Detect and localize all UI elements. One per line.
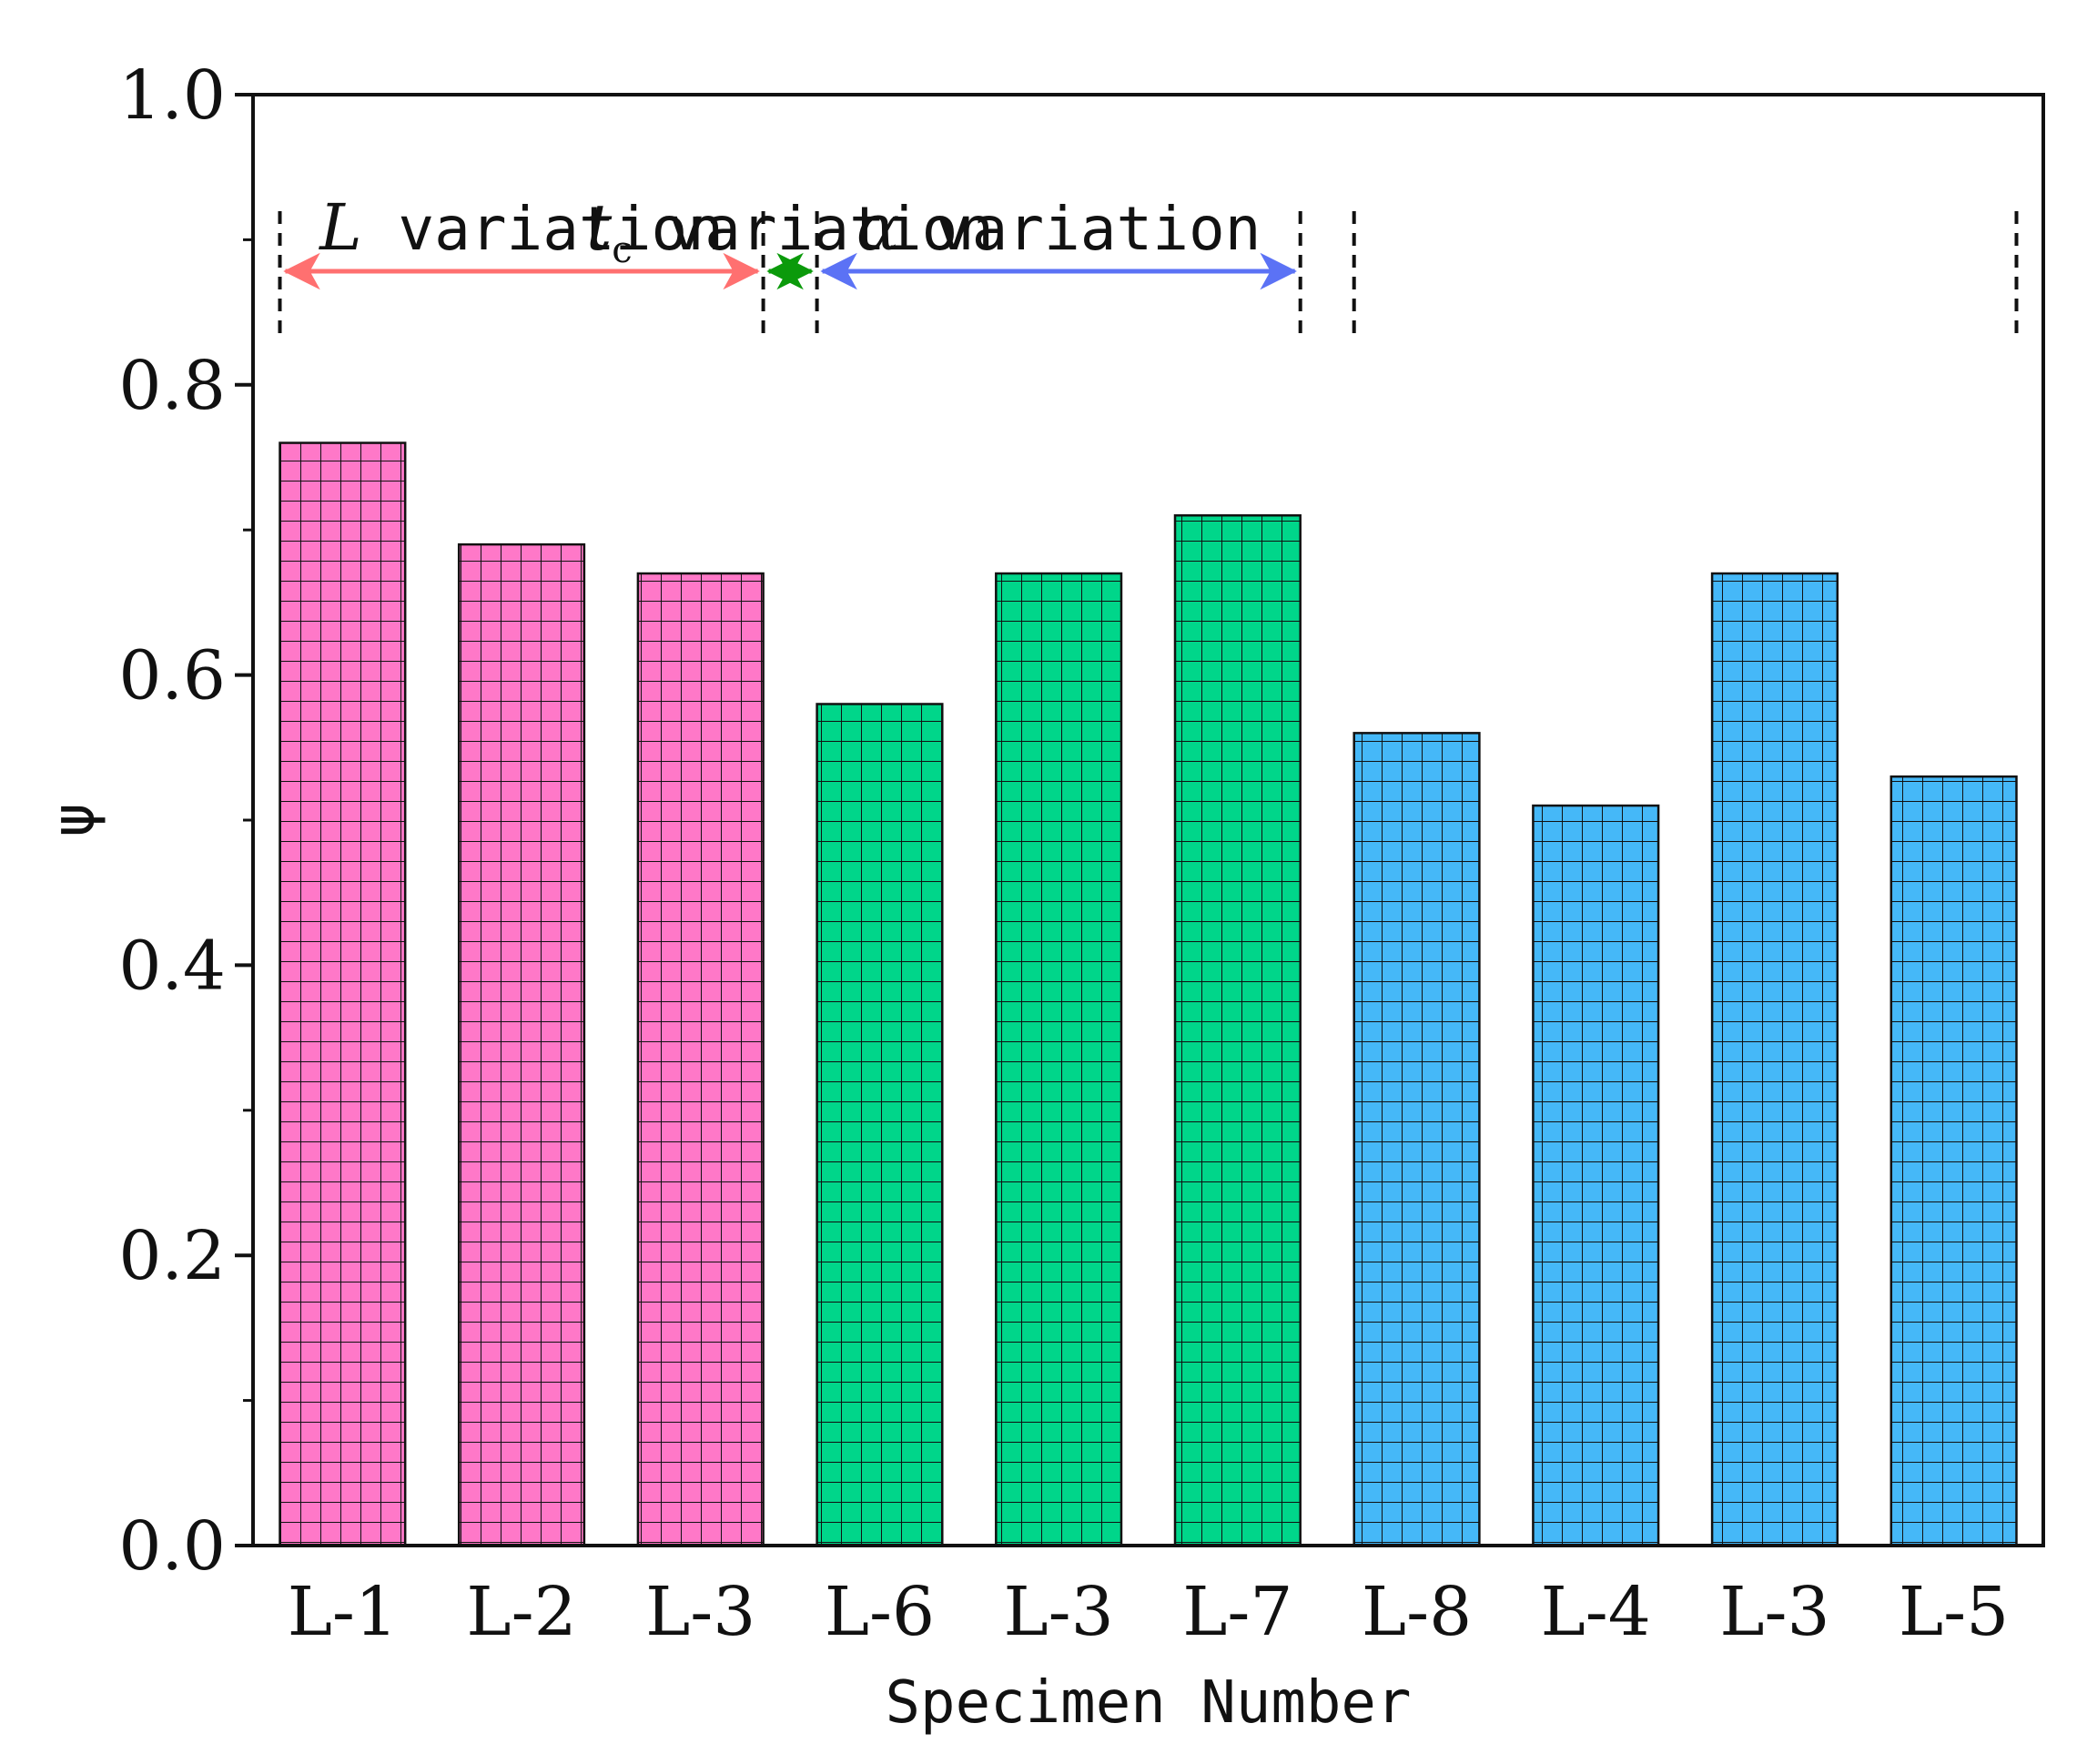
bar-2 <box>457 542 586 1547</box>
bar-9 <box>1710 572 1839 1547</box>
group-label: α variation <box>856 190 1261 265</box>
x-tick-label: L-4 <box>1541 1573 1651 1651</box>
group-annotation-1: L variation <box>283 190 760 290</box>
group-annotation-3: α variation <box>820 190 1297 290</box>
bar-6 <box>1173 514 1302 1547</box>
bar-hatch <box>1712 573 1838 1546</box>
x-tick-label: L-6 <box>825 1573 935 1651</box>
y-tick-label: 0.2 <box>118 1217 226 1295</box>
bar-hatch <box>996 573 1121 1546</box>
x-tick-label: L-3 <box>1719 1573 1829 1651</box>
x-tick-label: L-8 <box>1362 1573 1472 1651</box>
bar-hatch <box>459 544 584 1546</box>
x-tick-label: L-3 <box>645 1573 755 1651</box>
x-axis-title: Specimen Number <box>886 1669 1412 1737</box>
y-tick-label: 0.0 <box>118 1507 226 1586</box>
x-tick-label: L-1 <box>288 1573 398 1651</box>
bar-hatch <box>279 442 406 1546</box>
group-label: tc variation <box>586 190 994 271</box>
y-tick-label: 0.6 <box>118 637 226 715</box>
x-tick-label: L-5 <box>1899 1573 2009 1651</box>
bar-8 <box>1532 804 1660 1547</box>
bar-hatch <box>1890 776 2017 1546</box>
bar-7 <box>1352 732 1481 1547</box>
bar-5 <box>995 572 1123 1547</box>
x-tick-label: L-7 <box>1182 1573 1292 1651</box>
y-axis-title: ψ <box>40 803 107 838</box>
bar-hatch <box>1533 806 1659 1546</box>
bar-10 <box>1889 775 2018 1547</box>
y-tick-label: 0.4 <box>118 927 226 1005</box>
y-tick-label: 0.8 <box>118 347 226 425</box>
bar-4 <box>816 703 944 1547</box>
y-tick-label: 1.0 <box>118 56 226 135</box>
bar-hatch <box>816 704 943 1546</box>
group-label: L variation <box>318 190 724 265</box>
bar-1 <box>279 441 407 1547</box>
bar-hatch <box>1353 733 1480 1546</box>
x-tick-label: L-3 <box>1004 1573 1114 1651</box>
bar-3 <box>636 572 765 1547</box>
bar-hatch <box>637 573 764 1546</box>
x-tick-label: L-2 <box>466 1573 576 1651</box>
bar-hatch <box>1175 515 1301 1546</box>
group-annotation-2: tc variation <box>586 190 994 290</box>
